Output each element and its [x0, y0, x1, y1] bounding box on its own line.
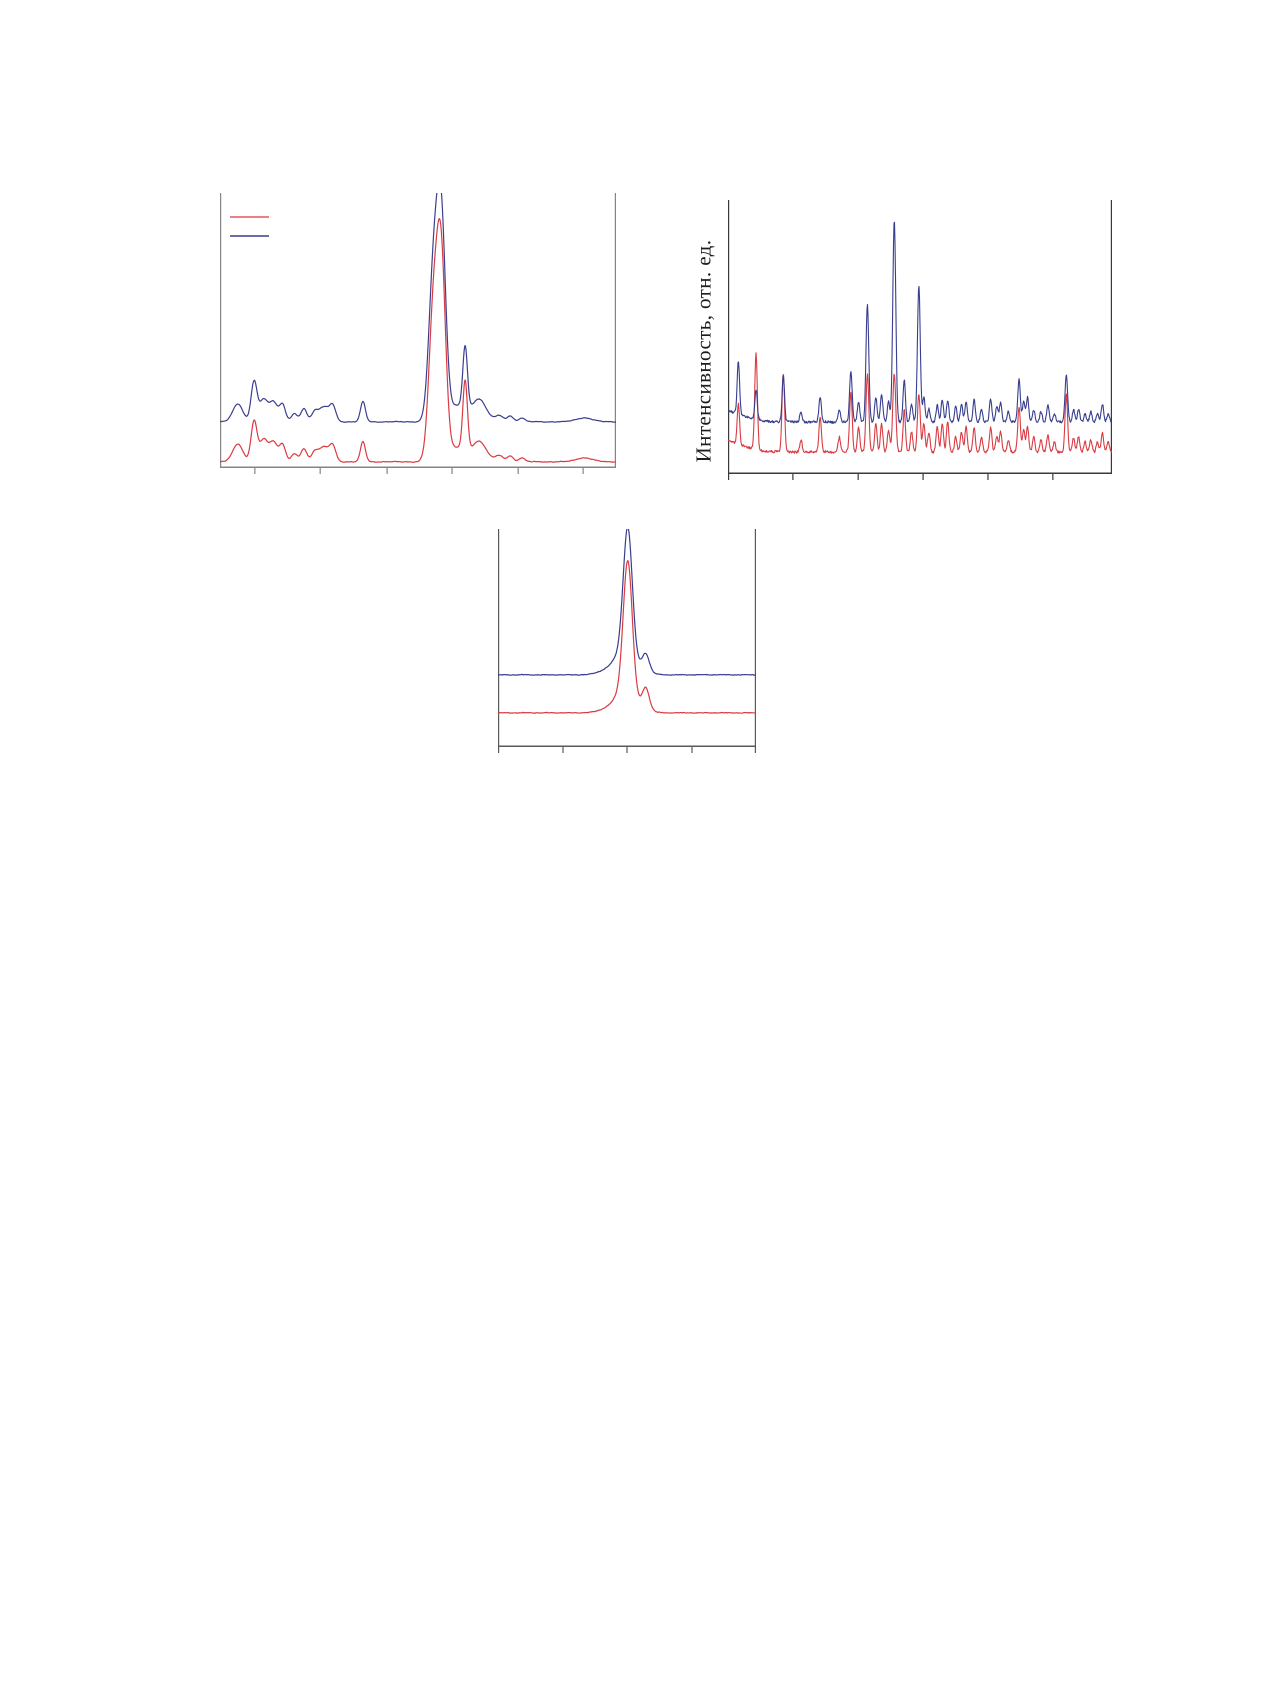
spectra-chart [220, 193, 616, 476]
xrd-y-axis-label: Интенсивность, отн. ед. [691, 239, 716, 463]
xrd-chart [728, 200, 1112, 482]
spectra-plot [220, 193, 616, 474]
peak-detail-plot [498, 529, 756, 753]
peak-detail-chart [498, 529, 756, 755]
xrd-plot [728, 200, 1112, 480]
